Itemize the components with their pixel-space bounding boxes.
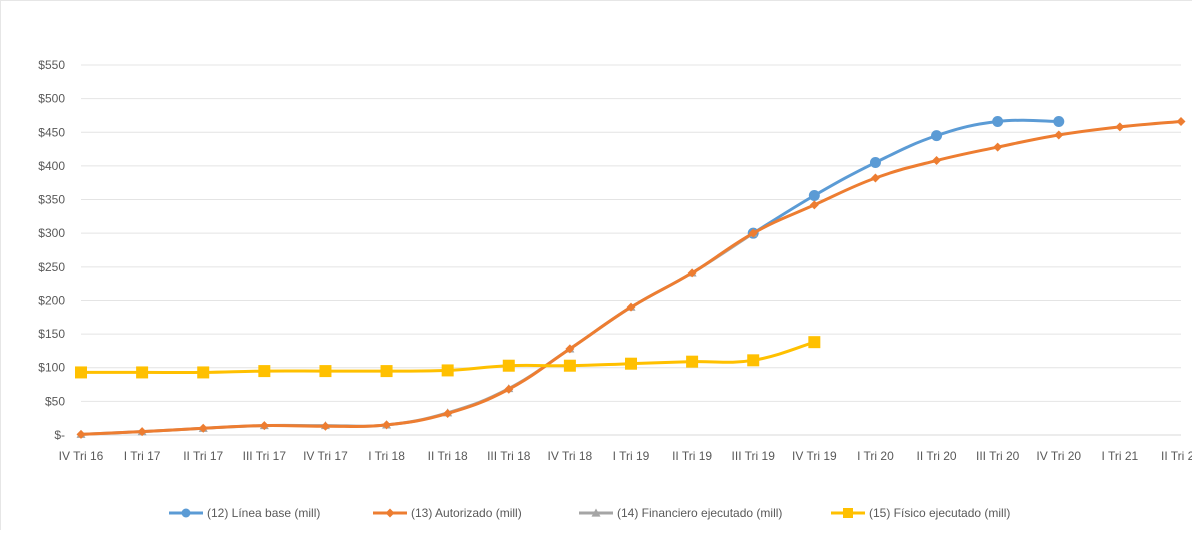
x-tick-label: III Tri 19	[732, 449, 776, 463]
13-autorizado-mill-point	[748, 228, 758, 238]
15-fisico-ejecutado-mill-point	[747, 354, 760, 367]
12-linea-base-mill-point	[931, 130, 943, 142]
y-tick-label: $500	[38, 92, 65, 106]
13-autorizado-mill-point	[1176, 117, 1186, 127]
y-tick-label: $300	[38, 226, 65, 240]
x-tick-label: IV Tri 16	[59, 449, 104, 463]
13-autorizado-mill-point	[1054, 130, 1064, 140]
x-tick-label: II Tri 18	[428, 449, 468, 463]
13-autorizado-mill-point	[76, 429, 86, 439]
y-tick-label: $-	[54, 428, 65, 442]
y-tick-label: $100	[38, 361, 65, 375]
13-autorizado-mill-point	[259, 421, 269, 431]
x-tick-label: I Tri 21	[1102, 449, 1139, 463]
15-fisico-ejecutado-mill-point	[808, 336, 821, 349]
13-autorizado-mill-point	[932, 156, 942, 166]
15-fisico-ejecutado-mill-point	[625, 357, 637, 370]
x-tick-label: IV Tri 18	[548, 449, 593, 463]
13-autorizado-mill-point	[626, 302, 636, 312]
15-fisico-ejecutado-mill-point	[197, 366, 210, 379]
y-tick-label: $350	[38, 193, 65, 207]
x-tick-label: IV Tri 17	[303, 449, 348, 463]
13-autorizado-mill-point	[137, 427, 147, 437]
x-tick-label: II Tri 21	[1161, 449, 1192, 463]
legend-label-15-fisico-ejecutado-mill: (15) Físico ejecutado (mill)	[869, 506, 1010, 520]
13-autorizado-mill-point	[443, 408, 453, 418]
y-tick-label: $400	[38, 159, 65, 173]
legend-marker-12-linea-base-mill	[181, 508, 191, 518]
12-linea-base-mill-point	[1053, 116, 1065, 128]
x-tick-label: III Tri 17	[243, 449, 287, 463]
13-autorizado-mill-line	[79, 120, 1183, 436]
x-tick-label: IV Tri 20	[1036, 449, 1081, 463]
y-tick-label: $250	[38, 260, 65, 274]
15-fisico-ejecutado-mill-point	[502, 359, 515, 372]
y-tick-label: $450	[38, 125, 65, 139]
13-autorizado-mill-point	[198, 423, 208, 433]
legend-marker-13-autorizado-mill	[385, 508, 395, 518]
15-fisico-ejecutado-mill-point	[75, 366, 87, 379]
13-autorizado-mill-point	[1115, 122, 1125, 132]
x-tick-label: II Tri 19	[672, 449, 712, 463]
13-autorizado-mill-point	[870, 173, 880, 183]
y-tick-label: $50	[45, 394, 65, 408]
x-tick-label: I Tri 19	[613, 449, 650, 463]
13-autorizado-mill-point	[809, 200, 819, 210]
13-autorizado-mill-point	[382, 420, 392, 430]
15-fisico-ejecutado-mill-point	[563, 359, 576, 372]
legend-marker-14-financiero-ejecutado-mill	[591, 508, 601, 517]
legend-label-14-financiero-ejecutado-mill: (14) Financiero ejecutado (mill)	[617, 506, 782, 520]
15-fisico-ejecutado-mill-point	[319, 365, 332, 378]
x-tick-label: IV Tri 19	[792, 449, 837, 463]
12-linea-base-mill-point	[808, 190, 820, 202]
y-tick-label: $550	[38, 58, 65, 72]
15-fisico-ejecutado-mill-point	[258, 365, 271, 378]
13-autorizado-mill-point	[504, 384, 514, 394]
15-fisico-ejecutado-mill-point	[136, 366, 149, 379]
15-fisico-ejecutado-mill-point	[441, 364, 454, 377]
x-tick-label: III Tri 20	[976, 449, 1020, 463]
15-fisico-ejecutado-mill-point	[686, 355, 699, 368]
x-tick-label: I Tri 17	[124, 449, 161, 463]
13-autorizado-mill-point	[993, 142, 1003, 152]
12-linea-base-mill-point	[992, 116, 1004, 128]
13-autorizado-mill-point	[320, 421, 330, 431]
x-tick-label: II Tri 17	[183, 449, 223, 463]
15-fisico-ejecutado-mill-point	[380, 365, 393, 378]
x-tick-label: I Tri 20	[857, 449, 894, 463]
legend-label-12-linea-base-mill: (12) Línea base (mill)	[207, 506, 320, 520]
x-tick-label: III Tri 18	[487, 449, 531, 463]
12-linea-base-mill-point	[869, 157, 881, 169]
12-linea-base-mill-line	[751, 118, 1061, 235]
legend-marker-15-fisico-ejecutado-mill	[843, 508, 853, 518]
legend-label-13-autorizado-mill: (13) Autorizado (mill)	[411, 506, 522, 520]
y-tick-label: $150	[38, 327, 65, 341]
x-tick-label: I Tri 18	[368, 449, 405, 463]
y-tick-label: $200	[38, 293, 65, 307]
13-autorizado-mill-point	[565, 344, 575, 354]
x-tick-label: II Tri 20	[917, 449, 957, 463]
13-autorizado-mill-point	[687, 268, 697, 278]
